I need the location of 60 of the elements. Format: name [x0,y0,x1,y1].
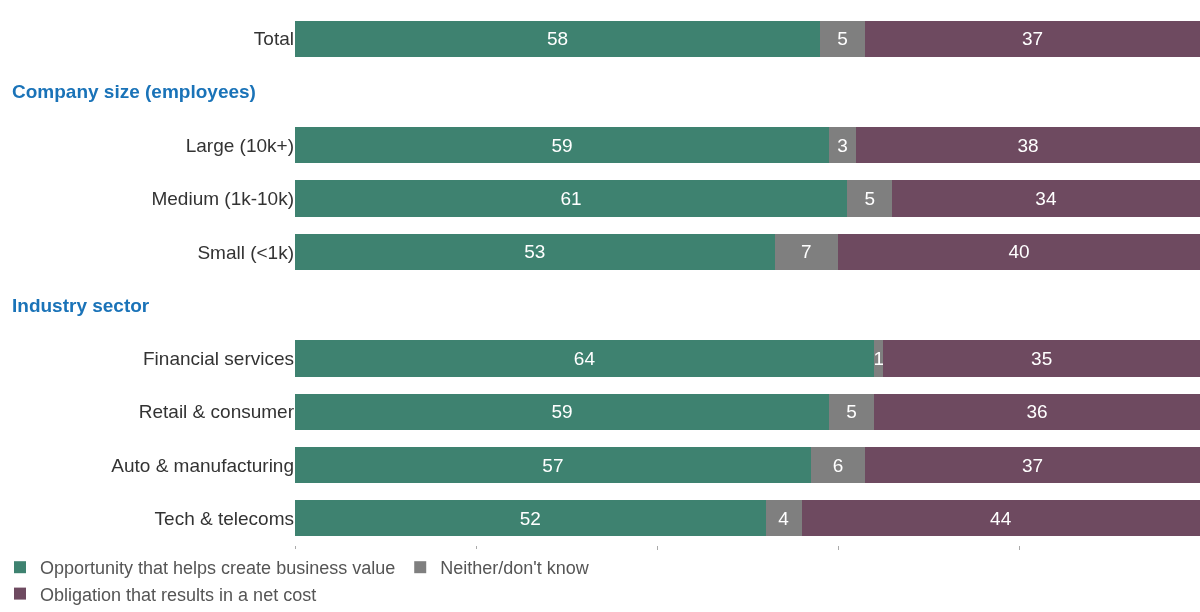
data-label: 57 [542,454,564,476]
bar [847,180,893,217]
data-label: 6 [832,454,844,476]
y-tick-label: Large (10k+) [185,134,294,156]
data-label: 3 [837,134,848,156]
data-label: 61 [560,188,582,210]
bar [765,500,802,537]
y-tick-label: Medium (1k-10k) [151,188,294,210]
y-tick-label: Retail & consumer [138,401,295,423]
data-label: 1 [873,347,885,369]
bar [819,20,866,57]
bar [883,340,1200,377]
data-label: 5 [837,28,848,50]
y-tick-label: Auto & manufacturing [111,454,294,476]
bar [865,20,1200,57]
bar [295,180,848,217]
data-label: 7 [801,241,812,263]
text: Industry sector [12,295,150,316]
legend-label: Opportunity that helps create business value [40,558,396,579]
bar [295,20,820,57]
data-label: 36 [1026,401,1048,423]
y-tick-label: Tech & telecoms [154,508,294,529]
bar [295,500,766,537]
y-tick-label: Total [253,28,294,50]
data-label: 44 [990,507,1012,529]
data-label: 38 [1017,134,1039,156]
data-label: 37 [1022,28,1044,50]
y-tick-label: Small (<1k) [197,241,294,263]
data-label: 53 [524,241,546,263]
data-label: 58 [546,28,569,50]
bar [865,446,1200,484]
bar [874,393,1200,430]
data-label: 59 [551,401,573,423]
bar [801,500,1200,537]
y-tick-label: Financial services [143,348,294,370]
text: Company size (employees) [12,81,256,102]
bar [838,233,1200,270]
bar [892,180,1200,217]
data-label: 35 [1031,347,1053,369]
bar [774,233,838,270]
data-label: 52 [519,507,541,529]
data-label: 59 [551,134,573,156]
bar [295,393,829,430]
data-label: 40 [1008,241,1030,263]
bar [810,446,866,484]
bar [295,127,829,164]
bar [295,233,775,270]
data-label: 64 [573,347,596,369]
data-label: 5 [864,188,875,210]
bar [828,393,875,430]
bar [295,340,875,377]
bar [295,446,811,484]
data-label: 5 [846,401,857,423]
data-label: 34 [1035,188,1057,210]
bar [856,127,1200,164]
legend-label: Obligation that results in a net cost [40,584,317,605]
bar [828,127,857,164]
legend-label: Neither/don't know [440,558,590,579]
data-label: 4 [778,507,790,529]
data-label: 37 [1022,454,1044,476]
